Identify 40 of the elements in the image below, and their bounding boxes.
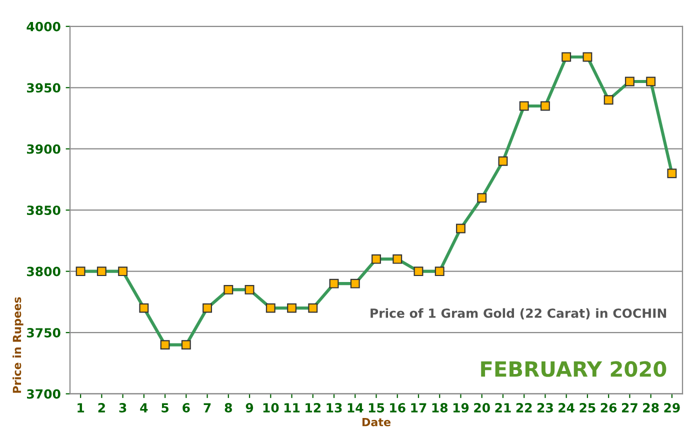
x-tick-label: 28 — [643, 403, 659, 413]
y-tick-label: 3800 — [27, 266, 60, 276]
x-tick-label: 7 — [204, 403, 211, 412]
x-tick-label: 3 — [119, 403, 126, 413]
x-tick-label: 23 — [538, 403, 553, 413]
text: Price of 1 Gram Gold (22 Carat) in COCHIN — [370, 308, 666, 320]
x-tick-label: 15 — [368, 403, 384, 413]
y-axis-title: Price in Rupees — [12, 297, 24, 393]
x-tick-label: 21 — [495, 403, 511, 412]
x-tick-label: 10 — [263, 403, 279, 413]
x-axis-title: Date — [362, 418, 390, 426]
y-tick-label: 3850 — [27, 206, 60, 216]
x-tick-label: 16 — [390, 403, 406, 413]
x-tick-label: 26 — [600, 403, 617, 413]
x-tick-label: 19 — [453, 403, 469, 413]
x-tick-label: 20 — [474, 403, 490, 413]
y-tick-label: 3750 — [27, 328, 60, 338]
x-tick-label: 18 — [432, 403, 448, 413]
x-tick-label: 11 — [284, 403, 300, 412]
y-tick-label: 3950 — [27, 83, 60, 93]
x-tick-label: 22 — [516, 403, 532, 412]
x-tick-label: 9 — [246, 403, 254, 413]
x-tick-label: 4 — [140, 403, 148, 412]
x-tick-label: 17 — [411, 403, 426, 412]
x-tick-label: 1 — [78, 403, 84, 412]
x-tick-label: 27 — [622, 403, 638, 412]
x-tick-label: 14 — [348, 403, 364, 412]
x-tick-label: 8 — [224, 403, 232, 413]
x-tick-label: 24 — [558, 403, 574, 412]
y-tick-label: 3900 — [27, 144, 60, 154]
y-tick-label: 4000 — [26, 22, 60, 32]
x-tick-label: 2 — [98, 403, 105, 412]
y-tick-label: 3700 — [27, 389, 60, 399]
x-tick-label: 5 — [162, 403, 169, 413]
x-tick-label: 25 — [580, 403, 596, 413]
x-tick-label: 6 — [182, 403, 190, 413]
x-tick-label: 12 — [306, 403, 320, 412]
x-tick-label: 13 — [326, 403, 342, 413]
x-tick-label: 29 — [664, 403, 680, 413]
text: FEBRUARY 2020 — [481, 361, 666, 377]
